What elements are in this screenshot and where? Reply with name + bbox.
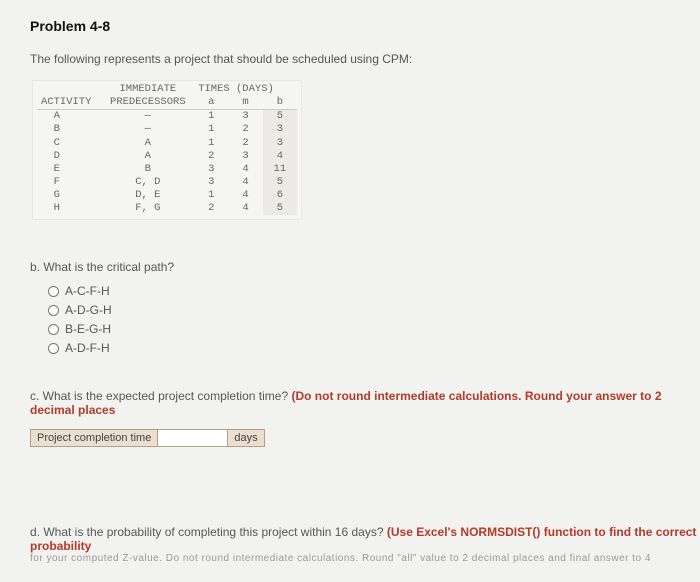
col-pred-bot: PREDECESSORS (101, 96, 194, 110)
col-b: b (263, 96, 297, 110)
problem-title: Problem 4-8 (30, 18, 678, 34)
table-cell: 3 (228, 110, 262, 124)
table-row: B—123 (37, 123, 297, 136)
table-cell: F (37, 176, 101, 189)
table-cell: 5 (263, 176, 297, 189)
choice-option[interactable]: B-E-G-H (48, 322, 678, 336)
times-header: TIMES (DAYS) (194, 83, 297, 96)
table-cell: 3 (194, 163, 228, 176)
table-cell: 11 (263, 163, 297, 176)
table-cell: 5 (263, 110, 297, 124)
table-row: DA234 (37, 150, 297, 163)
table-cell: 2 (194, 150, 228, 163)
table-cell: 2 (194, 202, 228, 215)
choice-option[interactable]: A-D-F-H (48, 341, 678, 355)
table-cell: D (37, 150, 101, 163)
radio-icon[interactable] (48, 343, 59, 354)
table-cell: 3 (263, 123, 297, 136)
table-cell: B (101, 163, 194, 176)
table-cell: 1 (194, 123, 228, 136)
part-b-label: b. What is the critical path? (30, 260, 678, 274)
table-cell: B (37, 123, 101, 136)
choice-label: B-E-G-H (65, 322, 111, 336)
part-d-prefix: d. What is the probability of completing… (30, 525, 387, 539)
table-cell: — (101, 110, 194, 124)
completion-time-unit: days (228, 429, 264, 447)
table-row: FC, D345 (37, 176, 297, 189)
table-cell: F, G (101, 202, 194, 215)
choice-label: A-C-F-H (65, 284, 110, 298)
table-cell: 1 (194, 110, 228, 124)
table-row: GD, E146 (37, 189, 297, 202)
table-cell: 3 (228, 150, 262, 163)
table-cell: A (101, 137, 194, 150)
table-cell: 2 (228, 137, 262, 150)
table-cell: — (101, 123, 194, 136)
table-cell: A (101, 150, 194, 163)
part-b-choices: A-C-F-H A-D-G-H B-E-G-H A-D-F-H (48, 284, 678, 355)
problem-intro: The following represents a project that … (30, 52, 678, 66)
table-row: EB3411 (37, 163, 297, 176)
part-c-prefix: c. What is the expected project completi… (30, 389, 291, 403)
choice-option[interactable]: A-D-G-H (48, 303, 678, 317)
table-cell: C, D (101, 176, 194, 189)
table-cell: 1 (194, 137, 228, 150)
col-pred-top: IMMEDIATE (101, 83, 194, 96)
table-cell: 4 (263, 150, 297, 163)
table-cell: 4 (228, 189, 262, 202)
table-cell: D, E (101, 189, 194, 202)
radio-icon[interactable] (48, 305, 59, 316)
part-d-question: d. What is the probability of completing… (30, 525, 700, 564)
table-cell: A (37, 110, 101, 124)
completion-time-field: Project completion time days (30, 429, 678, 447)
table-cell: 6 (263, 189, 297, 202)
table-row: A—135 (37, 110, 297, 124)
choice-label: A-D-F-H (65, 341, 110, 355)
table-row: CA123 (37, 137, 297, 150)
table-cell: 3 (263, 137, 297, 150)
cpm-table: IMMEDIATE TIMES (DAYS) ACTIVITY PREDECES… (32, 80, 302, 220)
table-cell: 4 (228, 202, 262, 215)
table-cell: H (37, 202, 101, 215)
choice-label: A-D-G-H (65, 303, 112, 317)
completion-time-label: Project completion time (30, 429, 158, 447)
part-d-cutoff: for your computed Z-value. Do not round … (30, 553, 700, 564)
col-m: m (228, 96, 262, 110)
col-a: a (194, 96, 228, 110)
col-activity: ACTIVITY (37, 96, 101, 110)
table-cell: E (37, 163, 101, 176)
table-row: HF, G245 (37, 202, 297, 215)
table-cell: 2 (228, 123, 262, 136)
choice-option[interactable]: A-C-F-H (48, 284, 678, 298)
table-cell: C (37, 137, 101, 150)
table-cell: 4 (228, 176, 262, 189)
table-cell: 4 (228, 163, 262, 176)
radio-icon[interactable] (48, 286, 59, 297)
table-cell: 1 (194, 189, 228, 202)
part-c-question: c. What is the expected project completi… (30, 389, 678, 417)
table-cell: 3 (194, 176, 228, 189)
table-cell: G (37, 189, 101, 202)
table-cell: 5 (263, 202, 297, 215)
completion-time-input[interactable] (158, 429, 228, 447)
radio-icon[interactable] (48, 324, 59, 335)
